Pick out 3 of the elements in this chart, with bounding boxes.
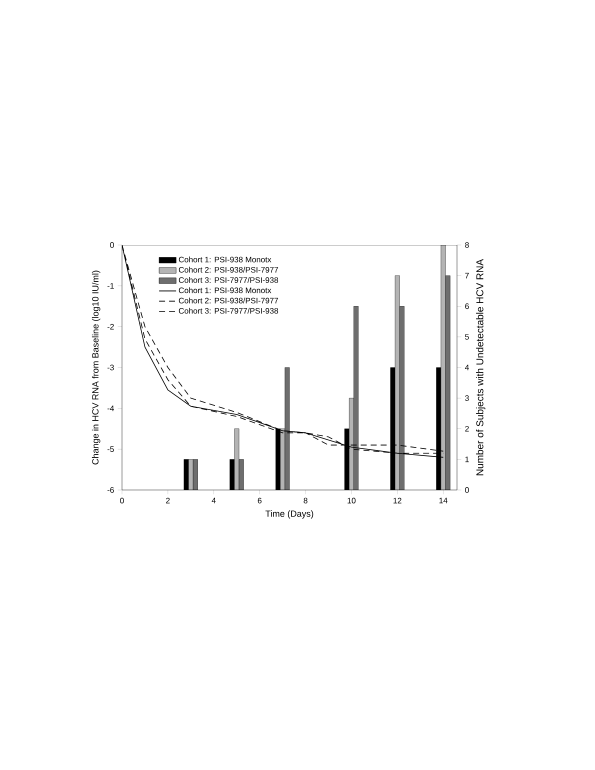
- y-axis-title: Change in HCV RNA from Baseline (log10 IU/ml): [92, 270, 100, 464]
- y2-axis-title: Number of Subjects with Undetectable HCV RNA: [476, 259, 486, 476]
- x-axis-title: Time (Days): [265, 510, 314, 519]
